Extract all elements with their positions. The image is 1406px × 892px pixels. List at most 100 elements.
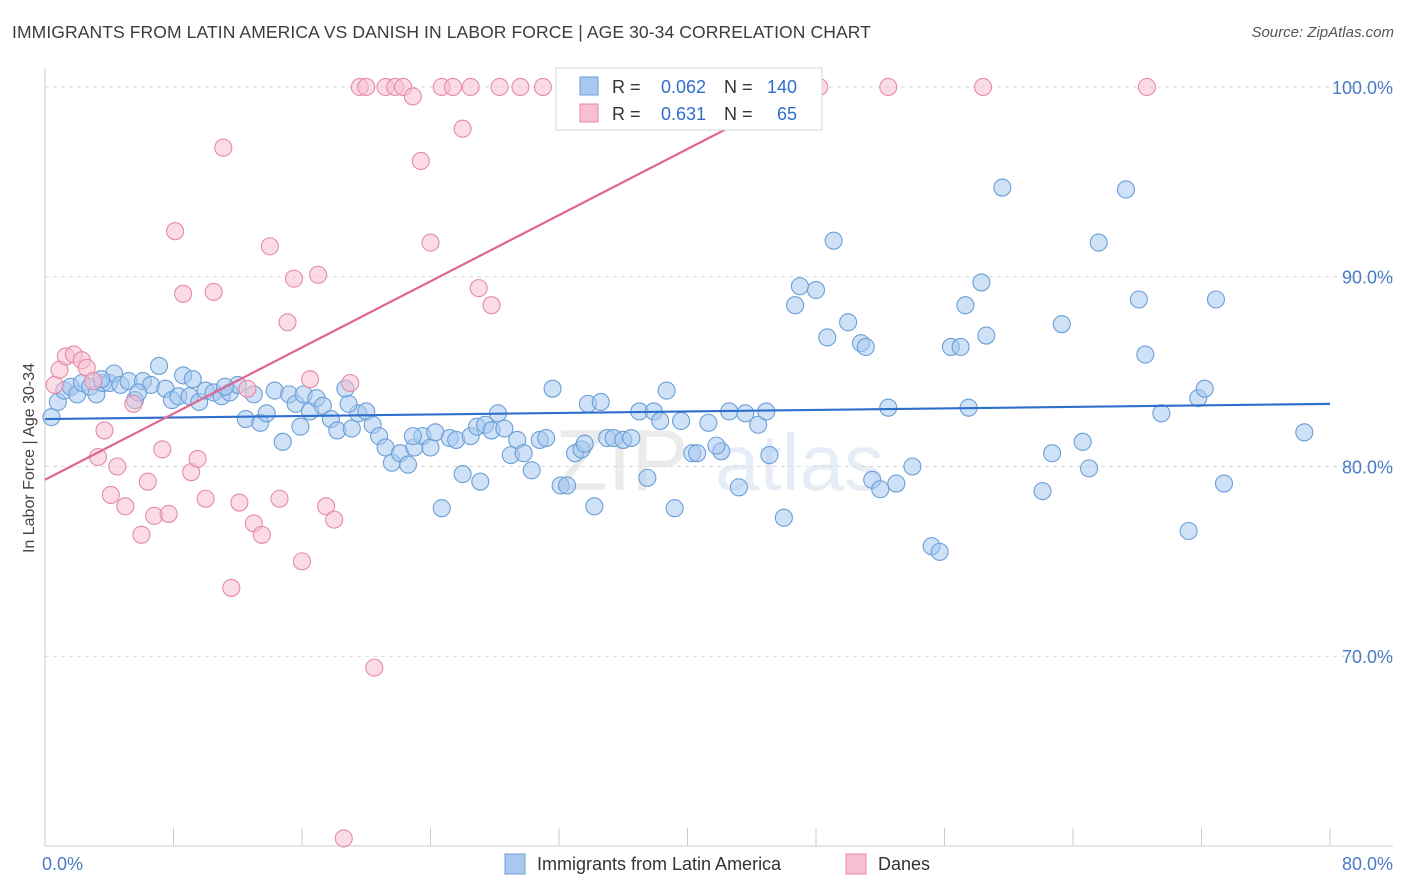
- latin-america-point: [471, 472, 490, 491]
- danes-point: [238, 379, 257, 398]
- stats-legend-r-value: 0.631: [661, 104, 706, 124]
- danes-point: [88, 447, 108, 467]
- x-tick-label: 0.0%: [42, 854, 83, 874]
- latin-america-point: [1129, 290, 1148, 309]
- latin-america-point: [651, 411, 670, 430]
- stats-legend-swatch-pink: [579, 103, 599, 123]
- latin-america-point: [537, 428, 556, 448]
- data-points: [42, 77, 1314, 848]
- latin-america-point: [760, 446, 779, 465]
- stats-legend-r-value: 0.062: [661, 77, 706, 97]
- y-axis-label: In Labor Force | Age 30-34: [21, 363, 38, 553]
- danes-point: [973, 77, 993, 97]
- series-legend: Immigrants from Latin America Danes: [504, 853, 930, 875]
- latin-america-point: [951, 337, 970, 356]
- latin-america-point: [1206, 290, 1226, 309]
- danes-point: [411, 151, 430, 171]
- latin-america-point: [729, 478, 748, 497]
- latin-america-point: [972, 273, 991, 292]
- danes-point: [292, 552, 312, 571]
- stats-legend-n-value: 65: [777, 104, 797, 124]
- latin-america-point: [339, 394, 358, 413]
- danes-point: [214, 138, 233, 157]
- danes-point: [453, 119, 472, 138]
- danes-point: [490, 77, 509, 97]
- stats-legend-r-label: R =: [612, 104, 646, 124]
- latin-america-point: [790, 277, 809, 296]
- latin-america-point: [839, 313, 858, 332]
- y-tick-label: 90.0%: [1342, 268, 1393, 288]
- latin-america-point: [1080, 459, 1099, 478]
- latin-america-point: [786, 296, 805, 315]
- latin-america-point: [806, 280, 826, 300]
- stats-legend-swatch-blue: [579, 76, 599, 96]
- axes: [44, 68, 1393, 847]
- danes-point: [443, 77, 463, 97]
- danes-point: [403, 87, 422, 106]
- series-legend-swatch-blue: [504, 853, 526, 875]
- danes-point: [461, 77, 480, 97]
- latin-america-point: [398, 455, 418, 474]
- danes-point: [132, 525, 151, 544]
- danes-point: [421, 233, 440, 252]
- danes-point: [116, 497, 135, 516]
- latin-america-point: [1116, 180, 1136, 199]
- danes-point: [1137, 77, 1156, 97]
- source-label: Source: ZipAtlas.com: [1251, 24, 1394, 41]
- latin-america-point: [183, 370, 202, 389]
- latin-america-point: [887, 474, 906, 493]
- latin-america-point: [824, 231, 843, 250]
- latin-america-point: [543, 379, 562, 398]
- latin-america-point: [1136, 345, 1155, 364]
- danes-point: [45, 375, 64, 394]
- latin-america-point: [1089, 233, 1108, 252]
- latin-america-point: [774, 508, 793, 527]
- latin-america-point: [42, 408, 61, 427]
- latin-america-point: [1214, 474, 1234, 493]
- danes-point: [469, 279, 488, 298]
- latin-america-point: [903, 457, 922, 476]
- danes-point: [482, 296, 501, 315]
- danes-point: [309, 265, 328, 284]
- danes-point: [252, 525, 271, 544]
- latin-america-point: [514, 444, 533, 463]
- latin-america-point: [291, 417, 310, 436]
- tick-labels: 100.0% 90.0% 80.0% 70.0% 0.0% 80.0%: [42, 78, 1393, 874]
- series-legend-swatch-pink: [845, 853, 867, 875]
- danes-point: [533, 77, 552, 97]
- chart-title: IMMIGRANTS FROM LATIN AMERICA VS DANISH …: [12, 22, 871, 42]
- danes-point: [204, 282, 223, 301]
- danes-point: [357, 77, 376, 97]
- latin-america-point: [585, 497, 604, 516]
- danes-point: [196, 489, 215, 508]
- danes-trend-line: [44, 85, 809, 481]
- latin-america-point: [1043, 444, 1062, 463]
- danes-point: [124, 394, 143, 413]
- latin-america-point: [707, 436, 726, 455]
- latin-america-point: [313, 396, 332, 415]
- danes-point: [270, 489, 289, 508]
- latin-america-point: [657, 381, 676, 400]
- danes-point: [278, 313, 297, 332]
- latin-america-point: [977, 326, 996, 345]
- y-tick-label: 80.0%: [1342, 457, 1393, 477]
- latin-america-point: [1073, 432, 1092, 451]
- danes-point: [511, 77, 530, 97]
- danes-point: [101, 485, 120, 505]
- stats-legend-n-label: N =: [724, 77, 758, 97]
- danes-point: [334, 829, 353, 848]
- stats-legend-box: [555, 67, 823, 131]
- latin-america-trend-line: [44, 402, 1331, 421]
- latin-america-point: [403, 427, 422, 446]
- latin-america-point: [749, 415, 768, 434]
- latin-america-point: [495, 419, 514, 438]
- latin-america-point: [1179, 521, 1198, 541]
- danes-point: [95, 421, 114, 440]
- latin-america-point: [688, 444, 707, 463]
- trend-lines: [44, 85, 1331, 481]
- latin-america-point: [149, 356, 169, 375]
- danes-point: [317, 497, 336, 516]
- series-legend-label-danes: Danes: [878, 854, 930, 874]
- latin-america-point: [522, 461, 541, 480]
